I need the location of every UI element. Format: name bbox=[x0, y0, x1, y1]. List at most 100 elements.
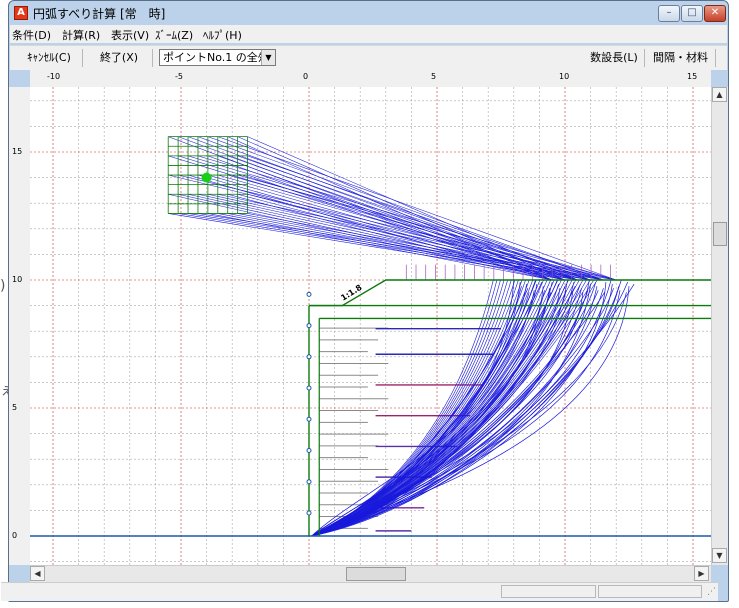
slip-circle-arc bbox=[311, 288, 550, 537]
node-marker bbox=[306, 447, 312, 453]
vertical-scrollbar[interactable]: ▲ ▼ bbox=[711, 87, 728, 565]
y-tick-label: 15 bbox=[12, 147, 23, 156]
x-tick-label: 15 bbox=[687, 72, 698, 81]
search-ray bbox=[178, 136, 566, 281]
node-marker bbox=[306, 510, 312, 516]
search-ray bbox=[197, 136, 591, 281]
slip-circle-arc bbox=[311, 279, 526, 537]
center-rays bbox=[168, 136, 617, 281]
node-marker bbox=[306, 479, 312, 485]
search-ray bbox=[227, 155, 578, 281]
title-bar[interactable]: A 円弧すべり計算 [常 時] – □ ✕ bbox=[9, 1, 728, 25]
settings-length-button[interactable]: 数設長(L) bbox=[584, 49, 645, 67]
slip-circle-arc bbox=[311, 279, 512, 537]
chevron-down-icon[interactable]: ▼ bbox=[261, 50, 275, 65]
search-ray bbox=[247, 155, 604, 281]
menu-help[interactable]: ﾍﾙﾌﾟ(H) bbox=[203, 29, 242, 42]
slope-stability-drawing: 1:1.8 bbox=[30, 87, 711, 565]
menu-calculate[interactable]: 計算(R) bbox=[62, 29, 101, 42]
point-select-value: ポイントNo.1 の全ﾀ bbox=[163, 51, 264, 64]
slip-circle-arc bbox=[311, 288, 529, 537]
search-ray bbox=[207, 136, 604, 281]
horizontal-scroll-thumb[interactable] bbox=[346, 567, 406, 581]
window-title: 円弧すべり計算 [常 時] bbox=[33, 7, 166, 21]
end-button[interactable]: 終了(X) bbox=[86, 49, 153, 67]
horizontal-scrollbar[interactable]: ◀ ▶ bbox=[30, 565, 711, 582]
search-ray bbox=[227, 174, 604, 281]
y-tick-label: 5 bbox=[12, 403, 18, 412]
search-ray bbox=[217, 174, 591, 281]
scroll-right-button[interactable]: ▶ bbox=[694, 566, 709, 581]
x-tick-label: 10 bbox=[559, 72, 570, 81]
resize-grip-icon[interactable]: ⋰ bbox=[707, 587, 716, 597]
status-bar: ⋰ bbox=[1, 582, 718, 601]
y-tick-label: 0 bbox=[12, 531, 18, 540]
grid-lines bbox=[30, 87, 711, 565]
scroll-left-button[interactable]: ◀ bbox=[30, 566, 45, 581]
node-marker bbox=[306, 385, 312, 391]
point-select[interactable]: ポイントNo.1 の全ﾀ ▼ bbox=[159, 49, 276, 66]
slip-circle-arc bbox=[311, 283, 635, 537]
slip-circle-arc bbox=[311, 279, 530, 537]
spacing-material-button[interactable]: 間隔・材料(Y) bbox=[646, 49, 716, 82]
x-tick-label: -10 bbox=[47, 72, 61, 81]
minimize-button[interactable]: – bbox=[658, 5, 680, 22]
search-ray bbox=[197, 174, 566, 281]
search-ray bbox=[178, 213, 591, 281]
search-ray bbox=[247, 193, 578, 281]
ground-profile bbox=[30, 279, 711, 537]
slip-circle-arc bbox=[311, 290, 589, 537]
slip-circle-arc bbox=[311, 281, 553, 537]
slip-circle-arc bbox=[311, 279, 519, 537]
slip-circle-arc bbox=[311, 279, 498, 537]
slip-circle-arc bbox=[311, 279, 505, 537]
search-ray bbox=[217, 213, 566, 281]
search-ray bbox=[237, 174, 617, 281]
status-pane bbox=[501, 585, 596, 598]
node-marker bbox=[306, 354, 312, 360]
search-ray bbox=[187, 174, 553, 281]
center-search-grid bbox=[167, 136, 248, 214]
x-tick-label: 0 bbox=[303, 72, 309, 81]
slip-circle-arc bbox=[311, 286, 620, 537]
slip-circle-arc bbox=[311, 281, 629, 537]
slip-circle-arc bbox=[311, 279, 598, 537]
scroll-down-button[interactable]: ▼ bbox=[712, 548, 727, 563]
search-ray bbox=[247, 136, 578, 281]
node-marker bbox=[306, 416, 312, 422]
search-ray bbox=[237, 136, 566, 281]
close-button[interactable]: ✕ bbox=[704, 5, 726, 22]
vertical-ruler: 15 10 5 0 bbox=[9, 87, 30, 565]
menu-bar: 条件(D) 計算(R) 表示(V) ｽﾞｰﾑ(Z) ﾍﾙﾌﾟ(H) bbox=[10, 25, 727, 43]
search-ray bbox=[227, 193, 553, 281]
slip-circle-arc bbox=[311, 284, 613, 537]
search-ray bbox=[207, 174, 578, 281]
maximize-button[interactable]: □ bbox=[681, 5, 703, 22]
vertical-scroll-thumb[interactable] bbox=[713, 222, 727, 246]
scroll-up-button[interactable]: ▲ bbox=[712, 87, 727, 102]
search-ray bbox=[168, 136, 553, 281]
background-fragment: ) bbox=[0, 278, 6, 294]
search-ray bbox=[247, 213, 604, 281]
menu-view[interactable]: 表示(V) bbox=[111, 29, 150, 42]
status-pane bbox=[598, 585, 702, 598]
slip-circle-arc bbox=[311, 279, 523, 537]
drawing-canvas[interactable]: 1:1.8 bbox=[30, 87, 711, 565]
toolbar: ｷｬﾝｾﾙ(C) 終了(X) ポイントNo.1 の全ﾀ ▼ 数設長(L) 間隔・… bbox=[10, 45, 727, 82]
y-tick-label: 10 bbox=[12, 275, 23, 284]
slip-circle-arc bbox=[311, 284, 527, 537]
node-marker bbox=[306, 323, 312, 329]
menu-zoom[interactable]: ｽﾞｰﾑ(Z) bbox=[155, 29, 194, 42]
critical-center-marker bbox=[201, 172, 212, 183]
search-ray bbox=[237, 155, 591, 281]
slip-circle-arc bbox=[311, 279, 508, 537]
slip-circles bbox=[311, 279, 635, 537]
horizontal-ruler: -10 -5 0 5 10 15 bbox=[30, 69, 711, 87]
menu-conditions[interactable]: 条件(D) bbox=[12, 29, 52, 42]
search-ray bbox=[207, 213, 553, 281]
cancel-button[interactable]: ｷｬﾝｾﾙ(C) bbox=[16, 49, 83, 67]
slip-circle-arc bbox=[311, 279, 622, 537]
x-tick-label: -5 bbox=[175, 72, 183, 81]
node-marker bbox=[306, 291, 312, 297]
slip-circle-arc bbox=[311, 279, 501, 537]
